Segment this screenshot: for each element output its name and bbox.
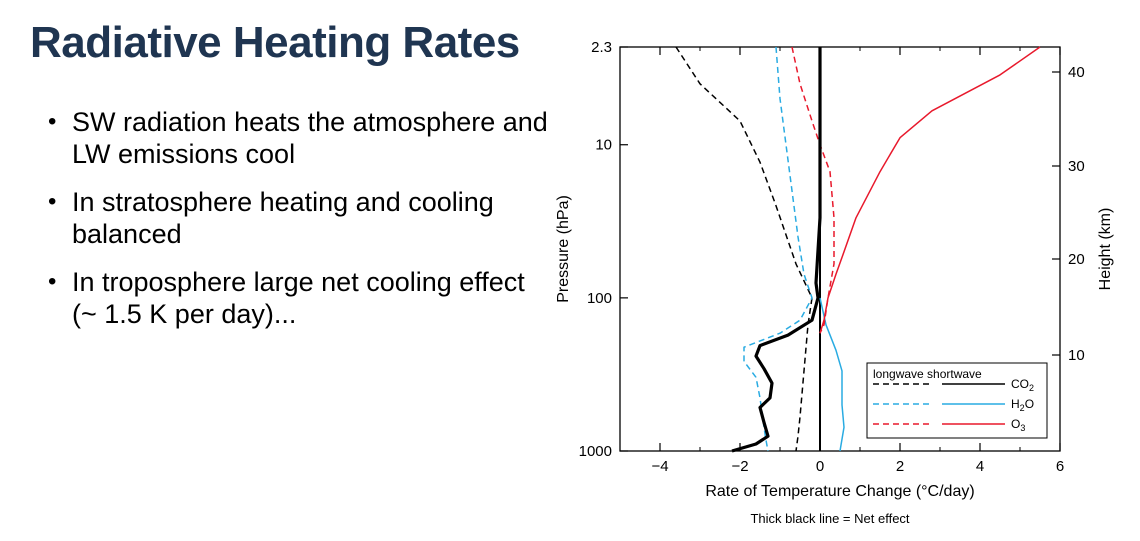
height-tick-label: 10 [1068,347,1085,364]
bullet-text: In stratosphere heating and cooling bala… [72,187,494,249]
legend-label: O3 [1011,417,1025,433]
y-tick-label: 100 [587,290,612,307]
x-tick-label: 6 [1056,458,1064,475]
bullet-text: SW radiation heats the atmosphere and LW… [72,107,548,169]
series-line-o3-shortwave [819,46,1041,334]
x-tick-label: 4 [976,458,984,475]
x-axis-label: Rate of Temperature Change (°C/day) [705,483,974,500]
bullet-text: In troposphere large net cooling effect … [72,267,525,329]
legend-label: CO2 [1011,377,1034,393]
bullet-item: • In stratosphere heating and cooling ba… [48,186,548,250]
bullet-marker: • [48,268,57,295]
x-tick-label: −2 [731,458,748,475]
y-tick-label: 10 [595,137,612,154]
bullet-item: • SW radiation heats the atmosphere and … [48,106,548,170]
legend-box [866,362,1048,439]
height-tick-label: 30 [1068,158,1085,175]
height-tick-label: 20 [1068,251,1085,268]
bullet-marker: • [48,188,57,215]
legend-header: longwave shortwave [873,367,982,381]
y-tick-label: 2.3 [591,39,612,56]
bullet-marker: • [48,108,57,135]
chart-caption: Thick black line = Net effect [750,511,909,526]
slide-title: Radiative Heating Rates [30,18,520,67]
y-axis-label: Pressure (hPa) [555,195,572,303]
series-line-co2-longwave [675,46,813,452]
series-line-o3-longwave [791,46,835,334]
x-tick-label: 0 [816,458,824,475]
bullet-item: • In troposphere large net cooling effec… [48,266,548,330]
x-tick-label: −4 [651,458,668,475]
series-line-net-net [731,47,822,453]
height-tick-label: 40 [1068,64,1085,81]
x-tick-label: 2 [896,458,904,475]
y-tick-label: 1000 [579,443,612,460]
series-line-h2o-shortwave [819,297,845,452]
bullet-list: • SW radiation heats the atmosphere and … [48,106,548,346]
height-axis-label: Height (km) [1097,208,1114,291]
legend-label: H2O [1011,397,1034,413]
